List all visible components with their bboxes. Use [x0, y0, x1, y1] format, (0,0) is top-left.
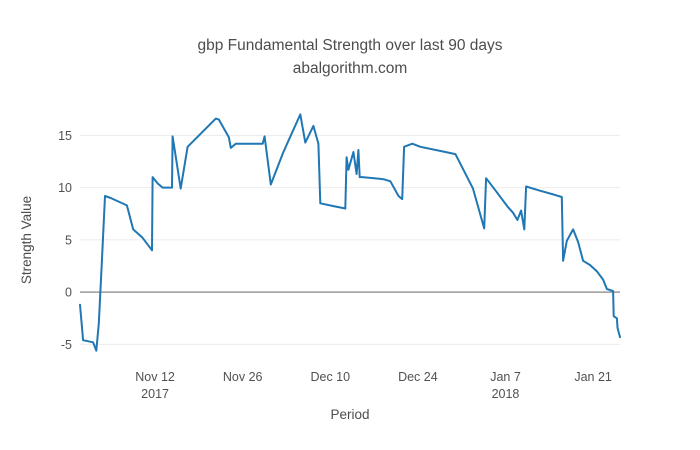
x-axis-tick-labels: Nov 12 2017 Nov 26 Dec 10 Dec 24 Jan 7 2018 Jan…	[135, 370, 612, 401]
chart-subtitle: abalgorithm.com	[293, 60, 408, 77]
y-tick-label: 5	[65, 233, 72, 247]
y-tick-label: 15	[58, 129, 72, 143]
y-tick-label: -5	[61, 338, 72, 352]
x-axis-title: Period	[330, 407, 369, 422]
y-axis-tick-labels: -5 0 5 10 15	[58, 129, 72, 352]
y-axis-title: Strength Value	[19, 196, 34, 284]
x-tick-label: Jan 21	[574, 370, 612, 384]
x-tick-year-label: 2018	[492, 387, 520, 401]
y-tick-label: 0	[65, 286, 72, 300]
x-tick-label: Dec 10	[310, 370, 350, 384]
x-tick-year-label: 2017	[141, 387, 169, 401]
series-line	[79, 113, 621, 352]
x-tick-label: Dec 24	[398, 370, 438, 384]
y-tick-label: 10	[58, 181, 72, 195]
x-tick-label: Jan 7	[490, 370, 521, 384]
chart-title: gbp Fundamental Strength over last 90 da…	[197, 37, 502, 54]
x-tick-label: Nov 26	[223, 370, 263, 384]
x-tick-label: Nov 12	[135, 370, 175, 384]
series-path[interactable]	[79, 113, 621, 352]
